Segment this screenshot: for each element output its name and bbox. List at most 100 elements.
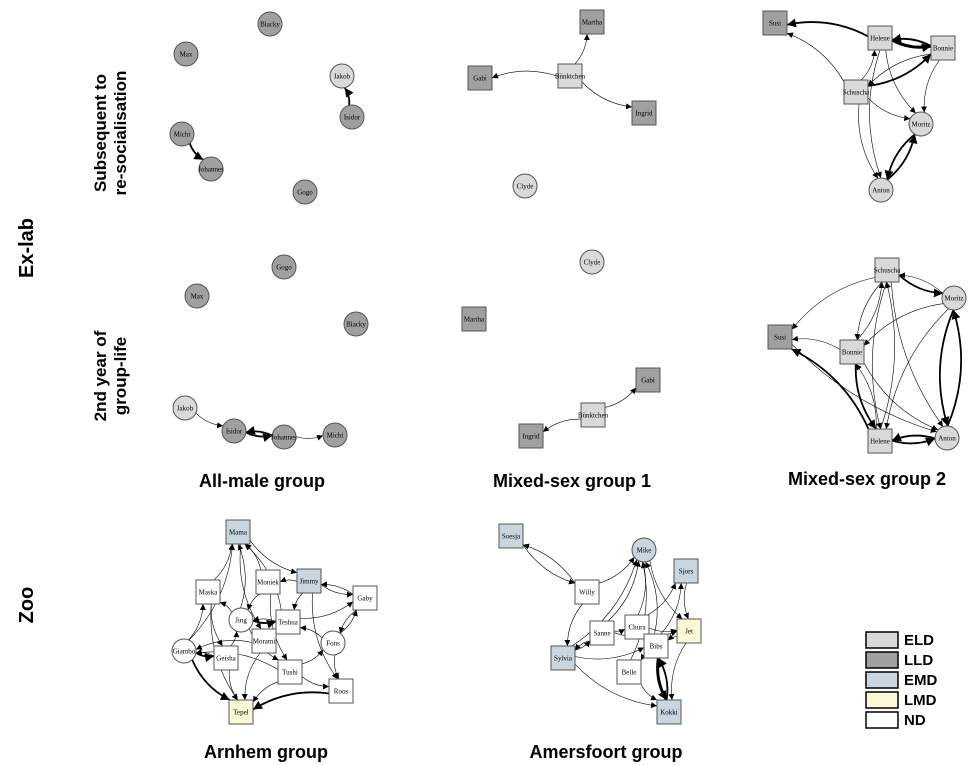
node-johannes: Johannes [198,156,224,182]
legend-label: LLD [904,652,933,669]
edge-bu-nktchen-to-ingrid [581,81,633,110]
node-square [843,79,869,105]
node-moritz: Moritz [941,285,967,311]
node-willy: Willy [574,579,600,605]
node-circle [169,121,195,147]
edge-willy-to-soesja [522,543,576,584]
network-mixed1-second-year: Clyde Martha Gabi Bünktchen Ingrid [461,249,661,449]
node-label: Ingrid [635,110,653,118]
edge-bibs-to-sjors [660,582,684,635]
edge-bu-nktchen-to-ingrid [542,418,582,433]
node-jing: Jing [228,607,254,633]
node-circle [172,395,198,421]
edge-mike-to-jet [649,560,683,620]
node-isidor: Isidor [221,418,247,444]
edge-belle-to-kokki [640,683,658,701]
node-square [195,579,221,605]
edge-helene-to-anton [891,437,936,447]
node-label: Anton [938,435,956,443]
edge-jet-to-kokki [668,642,687,701]
node-label: Teshua [278,619,299,627]
node-square [589,620,615,646]
node-susi: Susi [762,10,788,36]
row-label-zoo: Zoo [16,587,38,624]
edge-gaby-to-fons [338,609,357,634]
node-label: Max [180,51,193,59]
edge-bonnie-to-helene [891,33,932,47]
node-label: Tushi [282,669,298,677]
node-label: Gogo [297,189,313,197]
row-label-exlab: Ex-lab [16,218,38,278]
node-johannes: Johannes [271,424,297,450]
edge-mama-to-jimmy [249,540,298,575]
edge-schuscha-to-bonnie [854,281,883,341]
network-mixed2-second-year: Schuscha Moritz Susi Bonnie Helene Anton [767,257,967,454]
node-square [656,699,682,725]
node-label: Isidor [344,114,361,122]
node-bu-nktchen: Bünktchen [555,63,586,89]
edge-moniek-to-jing [246,593,260,611]
node-kokki: Kokki [656,699,682,725]
node-label: Bibs [650,643,663,651]
edge-bu-nktchen-to-gabi [491,70,559,79]
node-circle [512,173,538,199]
legend-swatch [865,631,899,649]
node-circle [257,11,283,37]
network-arnhem: Mama Moniek Jimmy Maska Gaby Jing Teshua Morami… [171,519,378,725]
node-label: Ingrid [522,433,540,441]
group-label-all-male: All-male group [199,471,325,491]
legend-swatch [865,711,899,729]
node-square [631,100,657,126]
legend-item-lmd: LMD [865,691,937,709]
network-mixed2-subsequent: Susi Helene Bonnie Schuscha Moritz Anton [762,10,956,203]
node-square [228,699,254,725]
node-gogo: Gogo [292,179,318,205]
node-circle [934,425,960,451]
edge-roos-to-tepel [252,691,330,711]
edge-teshua-to-jing [252,615,277,622]
node-jakob: Jakob [329,63,355,89]
edge-soesja-to-willy [522,544,576,585]
edge-tushi-to-roos [301,676,330,690]
edge-bonnie-to-schuscha [867,53,932,87]
edge-layer [195,412,324,442]
node-circle [221,418,247,444]
node-bonnie: Bonnie [930,35,956,61]
node-label: Schuscha [874,267,901,275]
node-label: Helene [870,438,890,446]
edge-moniek-to-mama [245,543,262,571]
legend-item-eld: ELD [865,631,934,649]
node-label: Jing [235,617,247,625]
node-clyde: Clyde [512,173,538,199]
edge-anton-to-helene [891,432,936,442]
node-square [574,579,600,605]
edge-bibs-to-kokki [656,657,668,701]
legend-label: ND [904,712,926,729]
node-gogo: Gogo [271,254,297,280]
edge-moritz-to-anton [884,133,916,180]
node-square [579,9,605,35]
node-label: Soesja [502,533,521,541]
edge-helene-to-susi [786,18,869,38]
edge-schuscha-to-anton [858,103,879,179]
network-amersfoort: Soesja Mike Sjors Willy Sanne Chura Jet Bibs Syl… [498,523,702,725]
node-ingrid: Ingrid [631,100,657,126]
node-gaby: Gaby [352,585,378,611]
node-circle [908,111,934,137]
edge-sylvia-to-bibs [574,647,645,660]
edge-johannes-to-michi [295,434,324,441]
node-jet: Jet [676,618,702,644]
node-square [498,523,524,549]
edge-anton-to-moritz [946,309,963,427]
node-circle [228,607,254,633]
node-bibs: Bibs [643,633,669,659]
edge-layer [491,33,633,110]
node-label: Moniek [257,579,279,587]
node-ingrid: Ingrid [518,423,544,449]
node-sylvia: Sylvia [550,645,576,671]
edge-fons-to-roos [333,654,340,680]
node-bonnie: Bonnie [839,339,865,365]
node-label: Clyde [517,183,534,191]
node-label: Gabi [641,377,655,385]
node-schuscha: Schuscha [874,257,901,283]
